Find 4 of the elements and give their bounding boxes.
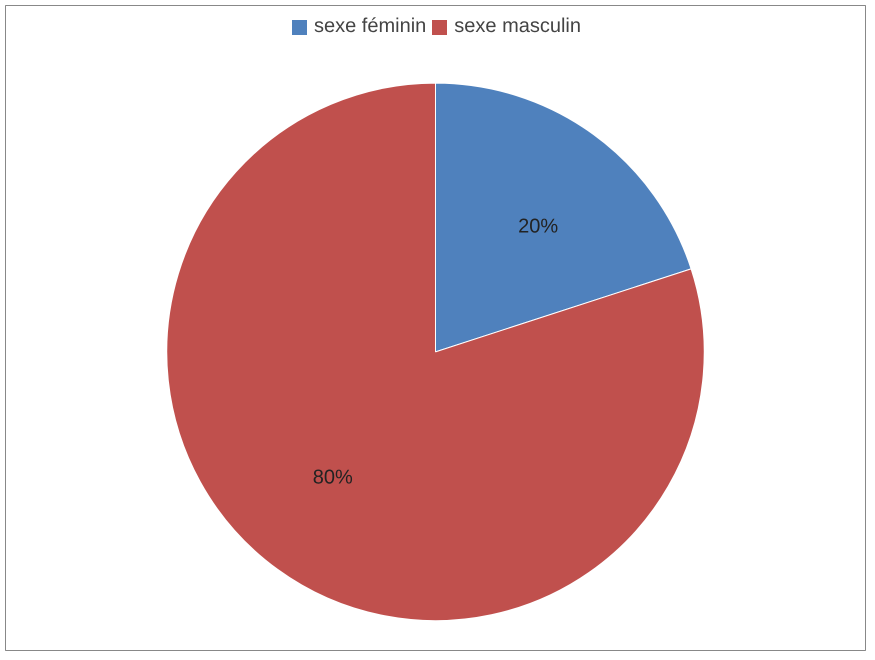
data-label: 20% <box>518 215 558 238</box>
legend-label: sexe masculin <box>454 15 581 38</box>
legend-label: sexe féminin <box>314 15 426 38</box>
data-label: 80% <box>312 466 354 489</box>
